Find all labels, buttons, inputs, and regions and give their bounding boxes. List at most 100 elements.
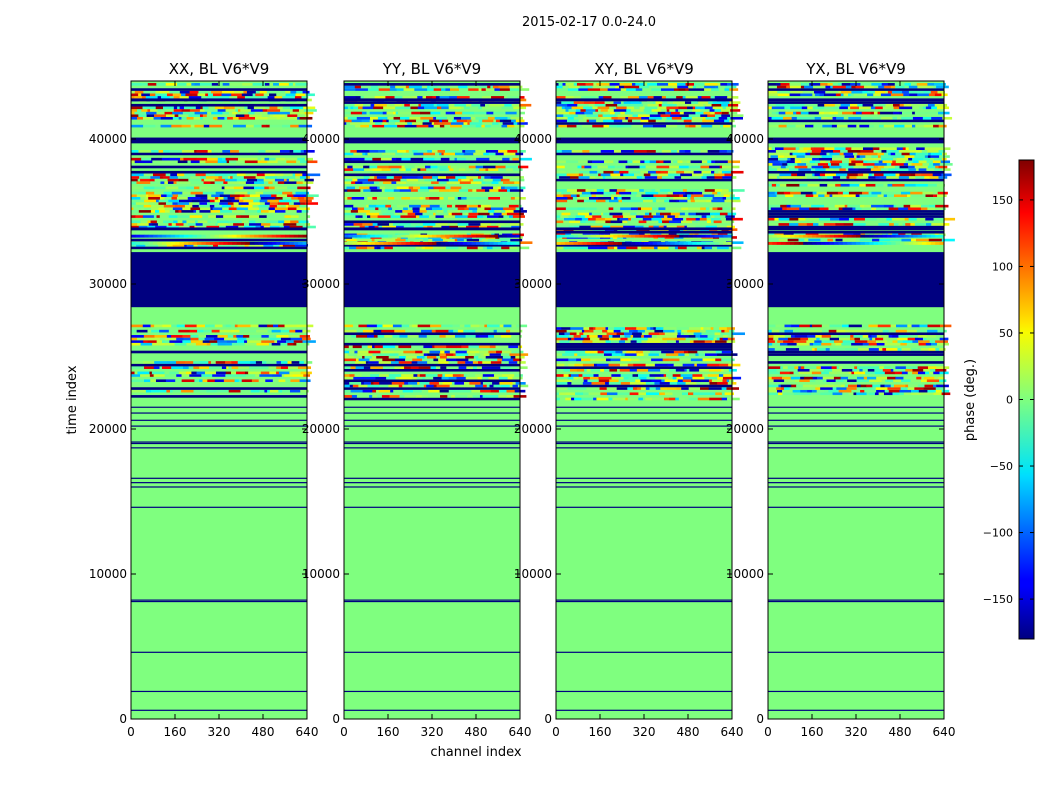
phase-cell xyxy=(138,114,147,117)
phase-cell xyxy=(630,109,644,112)
phase-cell xyxy=(663,327,677,330)
phase-cell xyxy=(824,204,836,208)
phase-cell xyxy=(670,114,680,117)
phase-cell xyxy=(699,189,705,192)
phase-cell xyxy=(274,207,289,211)
phase-cell xyxy=(448,178,459,182)
phase-cell xyxy=(231,371,237,375)
phase-cell xyxy=(233,335,237,338)
phase-cell xyxy=(918,335,928,338)
phase-cell xyxy=(219,96,230,99)
phase-cell xyxy=(424,178,430,182)
phase-cell xyxy=(149,371,153,375)
phase-cell xyxy=(813,85,826,89)
phase-cell xyxy=(484,124,492,128)
phase-cell xyxy=(589,335,599,338)
phase-cell xyxy=(193,366,200,369)
phase-cell xyxy=(431,150,438,153)
phase-cell xyxy=(935,387,946,390)
phase-cell xyxy=(252,93,256,97)
phase-cell xyxy=(630,197,644,200)
phase-cell xyxy=(880,168,889,171)
phase-cell xyxy=(925,342,932,346)
phase-cell xyxy=(922,152,929,156)
phase-cell xyxy=(245,124,255,128)
phase-cell xyxy=(263,178,276,182)
phase-cell xyxy=(894,371,903,375)
phase-cell xyxy=(673,197,679,200)
phase-cell xyxy=(297,186,311,190)
phase-cell xyxy=(413,186,421,190)
phase-cell xyxy=(624,85,632,89)
phase-cell xyxy=(344,238,347,242)
phase-cell xyxy=(669,197,674,200)
phase-cell xyxy=(348,241,354,245)
phase-cell xyxy=(556,376,568,380)
phase-cell xyxy=(720,83,728,86)
phase-cell xyxy=(346,122,351,125)
phase-cell xyxy=(344,223,354,226)
phase-cell xyxy=(484,176,491,179)
x-tick-label: 160 xyxy=(164,725,187,739)
phase-cell xyxy=(670,234,676,238)
phase-cell xyxy=(438,358,447,362)
phase-cell xyxy=(214,337,225,341)
phase-cell xyxy=(856,176,869,179)
phase-cell xyxy=(234,379,240,383)
phase-cell xyxy=(224,329,232,333)
phase-cell xyxy=(603,212,607,216)
phase-cell xyxy=(888,335,893,338)
phase-cell xyxy=(776,387,782,390)
phase-cell xyxy=(163,150,171,153)
phase-cell xyxy=(276,204,282,208)
phase-cell xyxy=(591,234,596,238)
phase-cell xyxy=(768,111,772,115)
phase-cell xyxy=(473,111,487,115)
phase-cell xyxy=(181,389,194,393)
phase-cell xyxy=(644,83,648,86)
phase-cell xyxy=(871,173,875,177)
phase-cell xyxy=(293,241,299,245)
phase-row xyxy=(768,212,944,216)
phase-cell xyxy=(254,241,259,245)
phase-cell xyxy=(628,217,632,221)
phase-cell xyxy=(424,376,434,380)
phase-cell xyxy=(570,194,577,197)
phase-cell xyxy=(277,202,290,205)
phase-cell xyxy=(292,374,304,377)
phase-cell xyxy=(726,165,740,169)
phase-cell xyxy=(169,389,173,393)
phase-cell xyxy=(465,103,472,107)
phase-cell xyxy=(357,178,369,182)
phase-cell xyxy=(916,147,925,151)
phase-cell xyxy=(362,215,368,218)
phase-cell xyxy=(659,199,665,203)
phase-cell xyxy=(457,329,464,333)
phase-cell xyxy=(651,212,657,216)
phase-cell xyxy=(433,88,442,91)
phase-cell xyxy=(233,223,239,226)
phase-cell xyxy=(568,85,580,89)
phase-cell xyxy=(509,157,513,161)
phase-cell xyxy=(145,197,149,200)
phase-cell xyxy=(215,361,226,364)
phase-row xyxy=(131,387,307,390)
phase-cell xyxy=(835,223,845,226)
phase-cell xyxy=(259,207,269,211)
phase-cell xyxy=(272,379,279,383)
phase-cell xyxy=(170,173,178,177)
phase-cell xyxy=(675,368,685,372)
phase-cell xyxy=(682,96,686,99)
phase-cell xyxy=(217,340,228,343)
phase-cell xyxy=(698,101,709,104)
phase-cell xyxy=(490,207,504,211)
phase-cell xyxy=(681,329,688,333)
phase-cell xyxy=(829,194,833,197)
phase-cell xyxy=(805,173,813,177)
phase-cell xyxy=(401,241,406,245)
phase-cell xyxy=(598,109,601,112)
phase-cell xyxy=(701,170,712,174)
phase-cell xyxy=(458,88,469,91)
phase-cell xyxy=(272,374,283,377)
phase-cell xyxy=(685,103,698,107)
